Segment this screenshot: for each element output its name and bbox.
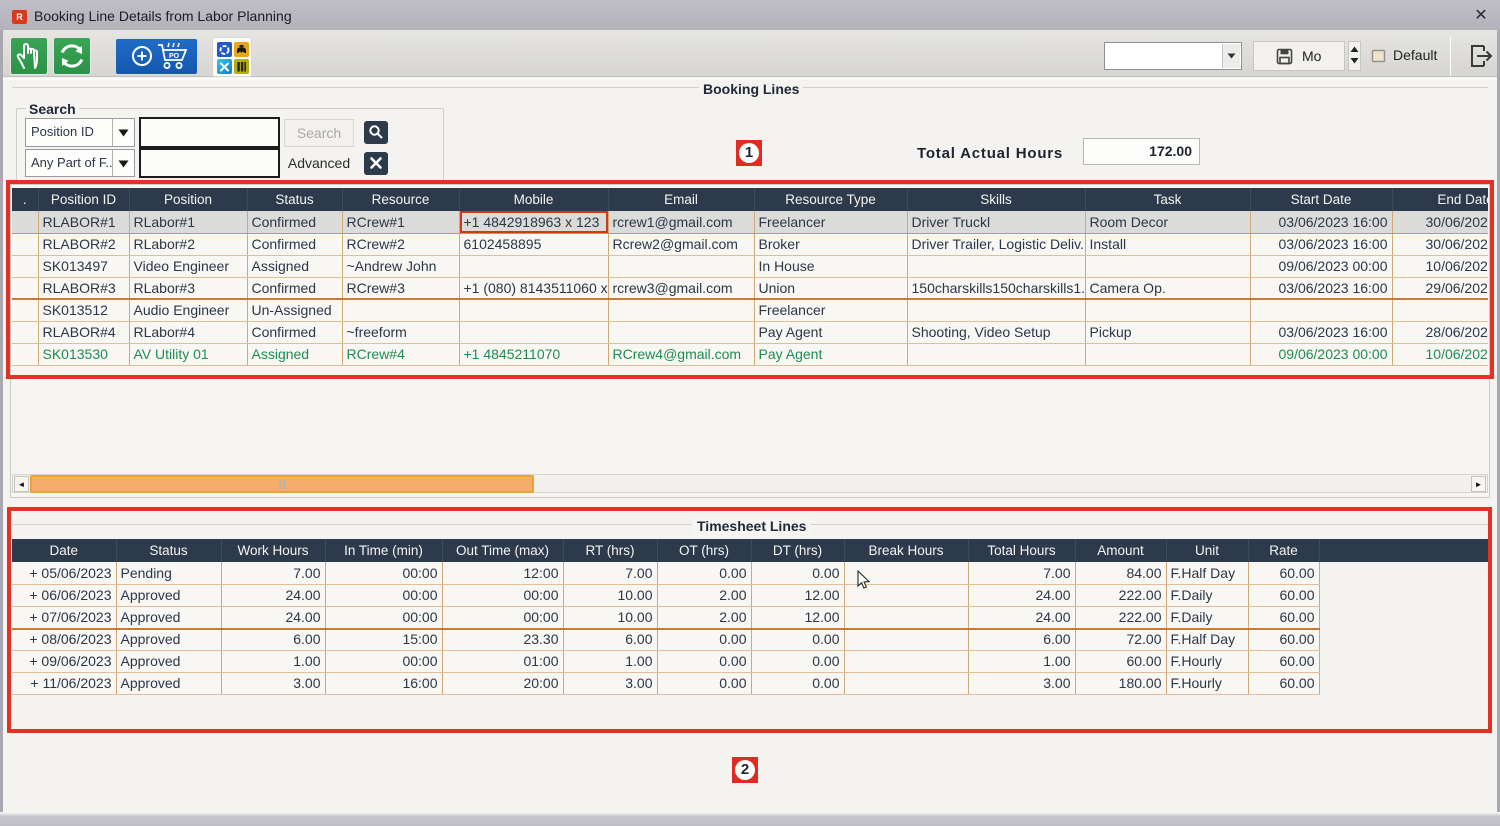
svg-text:PO: PO bbox=[169, 53, 180, 60]
